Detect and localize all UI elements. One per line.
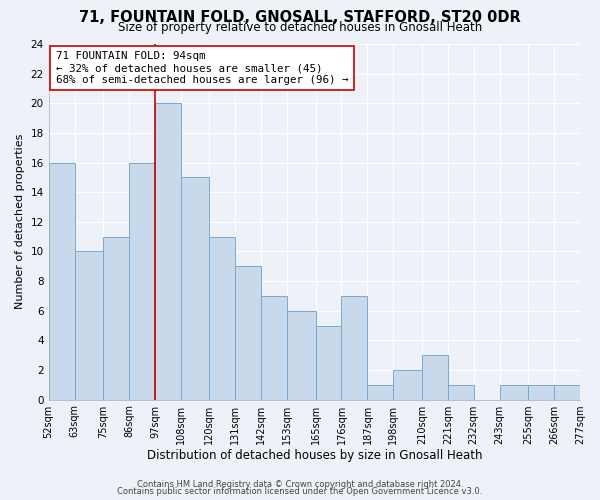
Bar (261, 296, 287, 400)
Bar (49, 162, 74, 400)
Bar (500, 385, 528, 400)
Text: Contains public sector information licensed under the Open Government Licence v3: Contains public sector information licen… (118, 487, 482, 496)
Bar (181, 178, 209, 400)
Bar (235, 266, 261, 400)
X-axis label: Distribution of detached houses by size in Gnosall Heath: Distribution of detached houses by size … (146, 450, 482, 462)
Bar (287, 310, 316, 400)
Text: 71, FOUNTAIN FOLD, GNOSALL, STAFFORD, ST20 0DR: 71, FOUNTAIN FOLD, GNOSALL, STAFFORD, ST… (79, 10, 521, 25)
Bar (74, 252, 103, 400)
Bar (209, 236, 235, 400)
Bar (554, 385, 580, 400)
Bar (367, 385, 394, 400)
Y-axis label: Number of detached properties: Number of detached properties (15, 134, 25, 310)
Bar (448, 385, 474, 400)
Bar (155, 104, 181, 400)
Bar (103, 236, 129, 400)
Bar (316, 326, 341, 400)
Text: 71 FOUNTAIN FOLD: 94sqm
← 32% of detached houses are smaller (45)
68% of semi-de: 71 FOUNTAIN FOLD: 94sqm ← 32% of detache… (56, 52, 348, 84)
Text: Size of property relative to detached houses in Gnosall Heath: Size of property relative to detached ho… (118, 21, 482, 34)
Bar (341, 296, 367, 400)
Bar (394, 370, 422, 400)
Text: Contains HM Land Registry data © Crown copyright and database right 2024.: Contains HM Land Registry data © Crown c… (137, 480, 463, 489)
Bar (129, 162, 155, 400)
Bar (422, 355, 448, 400)
Bar (528, 385, 554, 400)
